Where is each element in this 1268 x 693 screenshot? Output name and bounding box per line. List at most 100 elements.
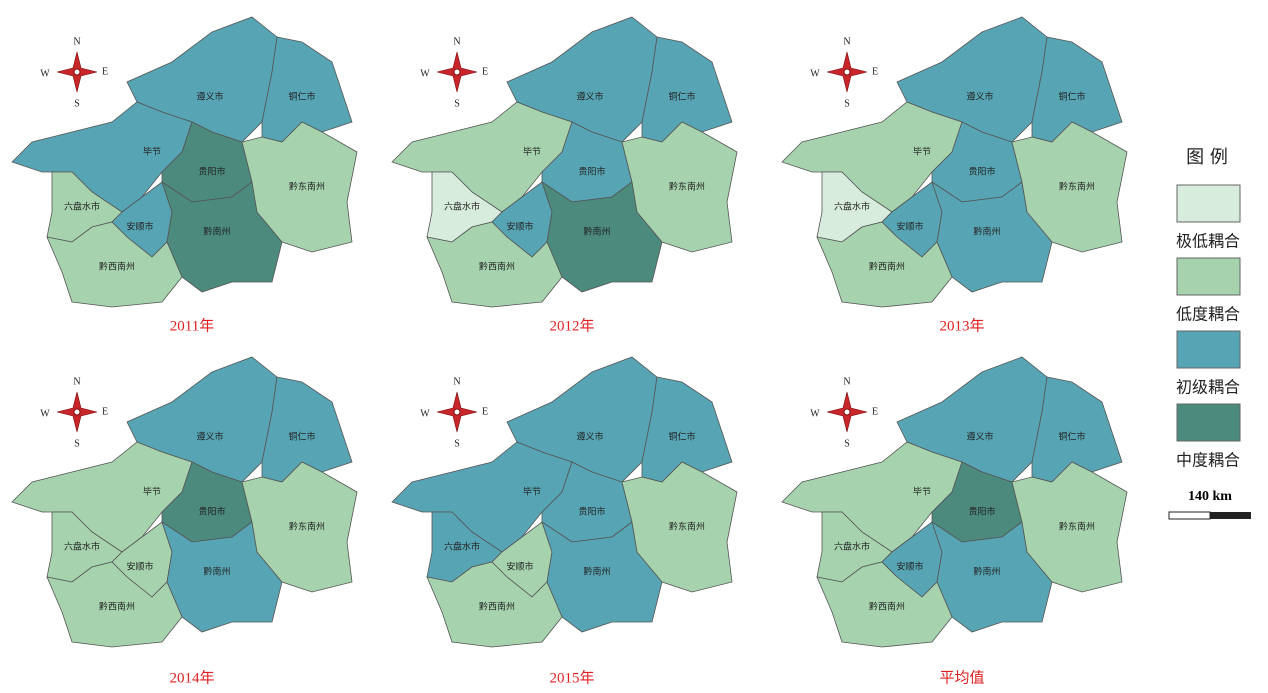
region-label: 安顺市 <box>126 561 153 573</box>
region <box>816 561 953 648</box>
region-label: 六盘水市 <box>444 541 480 553</box>
region-label: 黔南州 <box>583 226 610 238</box>
region-label: 贵阳市 <box>578 166 605 178</box>
compass-e: E <box>482 406 488 417</box>
region-label: 黔西南州 <box>869 261 905 273</box>
region <box>621 461 738 593</box>
legend-swatch <box>1176 184 1241 223</box>
compass-s: S <box>74 98 80 109</box>
region-label: 毕节 <box>913 486 931 498</box>
region <box>426 561 563 648</box>
compass-e: E <box>872 406 878 417</box>
compass-center <box>843 408 851 416</box>
scale-label: 140 km <box>1188 489 1232 504</box>
region-label: 铜仁市 <box>288 91 315 103</box>
compass-center <box>73 408 81 416</box>
region-label: 黔南州 <box>203 226 230 238</box>
compass-n: N <box>453 376 460 387</box>
map-title: 2014年 <box>169 669 214 686</box>
legend-swatch <box>1176 403 1241 442</box>
region-label: 毕节 <box>913 146 931 158</box>
compass-n: N <box>843 376 850 387</box>
region <box>1011 121 1128 253</box>
map-title: 平均值 <box>939 669 984 686</box>
compass-w: W <box>420 68 430 79</box>
region-label: 黔东南州 <box>289 521 325 533</box>
region-label: 黔东南州 <box>669 181 705 193</box>
compass-center <box>453 408 461 416</box>
compass-center <box>843 68 851 76</box>
region-label: 黔东南州 <box>669 521 705 533</box>
compass-n: N <box>73 376 80 387</box>
compass-center <box>453 68 461 76</box>
region-label: 铜仁市 <box>288 431 315 443</box>
region-label: 黔东南州 <box>1059 181 1095 193</box>
legend-swatch <box>1176 330 1241 369</box>
compass-n: N <box>453 36 460 47</box>
compass-e: E <box>102 66 108 77</box>
region-label: 铜仁市 <box>1058 91 1085 103</box>
map-title: 2012年 <box>549 317 594 334</box>
map-title: 2015年 <box>549 669 594 686</box>
legend-swatch <box>1176 257 1241 296</box>
region-label: 安顺市 <box>506 561 533 573</box>
region <box>1011 461 1128 593</box>
region-label: 遵义市 <box>576 431 603 443</box>
compass-s: S <box>844 438 850 449</box>
region-label: 安顺市 <box>896 561 923 573</box>
legend-label: 低度耦合 <box>1176 305 1240 324</box>
region-label: 六盘水市 <box>64 201 100 213</box>
region <box>621 121 738 253</box>
compass-e: E <box>482 66 488 77</box>
compass-e: E <box>872 66 878 77</box>
scale-bar <box>1210 512 1251 519</box>
region-label: 六盘水市 <box>444 201 480 213</box>
region-label: 黔西南州 <box>99 261 135 273</box>
region-label: 黔南州 <box>973 226 1000 238</box>
region <box>241 121 358 253</box>
region-label: 黔东南州 <box>1059 521 1095 533</box>
region-label: 遵义市 <box>196 91 223 103</box>
region-label: 铜仁市 <box>668 91 695 103</box>
compass-w: W <box>40 408 50 419</box>
region-label: 黔南州 <box>583 566 610 578</box>
region-label: 遵义市 <box>966 91 993 103</box>
region <box>46 221 183 308</box>
region-label: 六盘水市 <box>64 541 100 553</box>
region-label: 黔西南州 <box>479 601 515 613</box>
map-title: 2013年 <box>939 317 984 334</box>
region-label: 安顺市 <box>506 221 533 233</box>
region <box>46 561 183 648</box>
legend-label: 中度耦合 <box>1176 451 1240 470</box>
legend-title: 图 例 <box>1186 147 1228 168</box>
region-label: 毕节 <box>143 486 161 498</box>
region-label: 遵义市 <box>576 91 603 103</box>
compass-s: S <box>74 438 80 449</box>
map-title: 2011年 <box>170 317 214 334</box>
region-label: 安顺市 <box>126 221 153 233</box>
region-label: 铜仁市 <box>1058 431 1085 443</box>
compass-s: S <box>454 438 460 449</box>
region-label: 贵阳市 <box>968 166 995 178</box>
compass-w: W <box>40 68 50 79</box>
compass-n: N <box>73 36 80 47</box>
compass-n: N <box>843 36 850 47</box>
region <box>426 221 563 308</box>
region-label: 黔西南州 <box>869 601 905 613</box>
region-label: 贵阳市 <box>968 506 995 518</box>
region-label: 安顺市 <box>896 221 923 233</box>
region-label: 贵阳市 <box>198 506 225 518</box>
region-label: 六盘水市 <box>834 201 870 213</box>
region-label: 黔南州 <box>973 566 1000 578</box>
compass-s: S <box>454 98 460 109</box>
scale-bar <box>1168 511 1211 520</box>
compass-w: W <box>810 68 820 79</box>
compass-e: E <box>102 406 108 417</box>
region-label: 黔西南州 <box>99 601 135 613</box>
